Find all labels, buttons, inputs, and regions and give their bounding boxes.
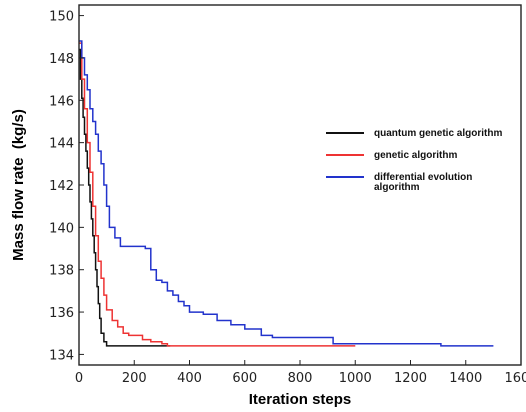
legend-label-2: differential evolution algorithm [374, 172, 472, 193]
x-tick-label-4: 800 [288, 371, 313, 386]
x-tick-label-1: 200 [122, 371, 147, 386]
y-axis-title: Mass flow rate (kg/s) [10, 109, 27, 261]
x-tick-label-8: 1600 [504, 371, 526, 386]
x-tick-label-5: 1000 [339, 371, 372, 386]
axis-layer: 0 200 400 600 800 1000 1200 1400 1600 134 136 138 14… [49, 10, 526, 386]
x-tick-label-6: 1200 [394, 371, 427, 386]
y-tick-label-2: 138 [49, 264, 74, 279]
legend: quantum genetic algorithm genetic algorit… [326, 128, 502, 193]
y-tick-label-0: 134 [49, 348, 74, 363]
y-tick-label-5: 144 [49, 137, 74, 152]
series-layer [79, 40, 494, 347]
x-tick-label-0: 0 [75, 371, 83, 386]
y-tick-label-3: 140 [49, 221, 74, 236]
y-tick-label-4: 142 [49, 179, 74, 194]
x-axis-title: Iteration steps [249, 391, 352, 408]
y-tick-label-1: 136 [49, 306, 74, 321]
series-line-2 [79, 40, 494, 347]
y-tick-label-8: 150 [49, 10, 74, 25]
y-tick-label-7: 148 [49, 52, 74, 67]
y-tick-label-6: 146 [49, 94, 74, 109]
series-line-1 [79, 42, 356, 347]
x-tick-label-2: 400 [177, 371, 202, 386]
x-tick-label-7: 1400 [449, 371, 482, 386]
series-line-0 [79, 48, 171, 347]
x-tick-label-3: 600 [232, 371, 257, 386]
legend-label-1: genetic algorithm [374, 150, 457, 161]
legend-label-0: quantum genetic algorithm [374, 128, 502, 139]
